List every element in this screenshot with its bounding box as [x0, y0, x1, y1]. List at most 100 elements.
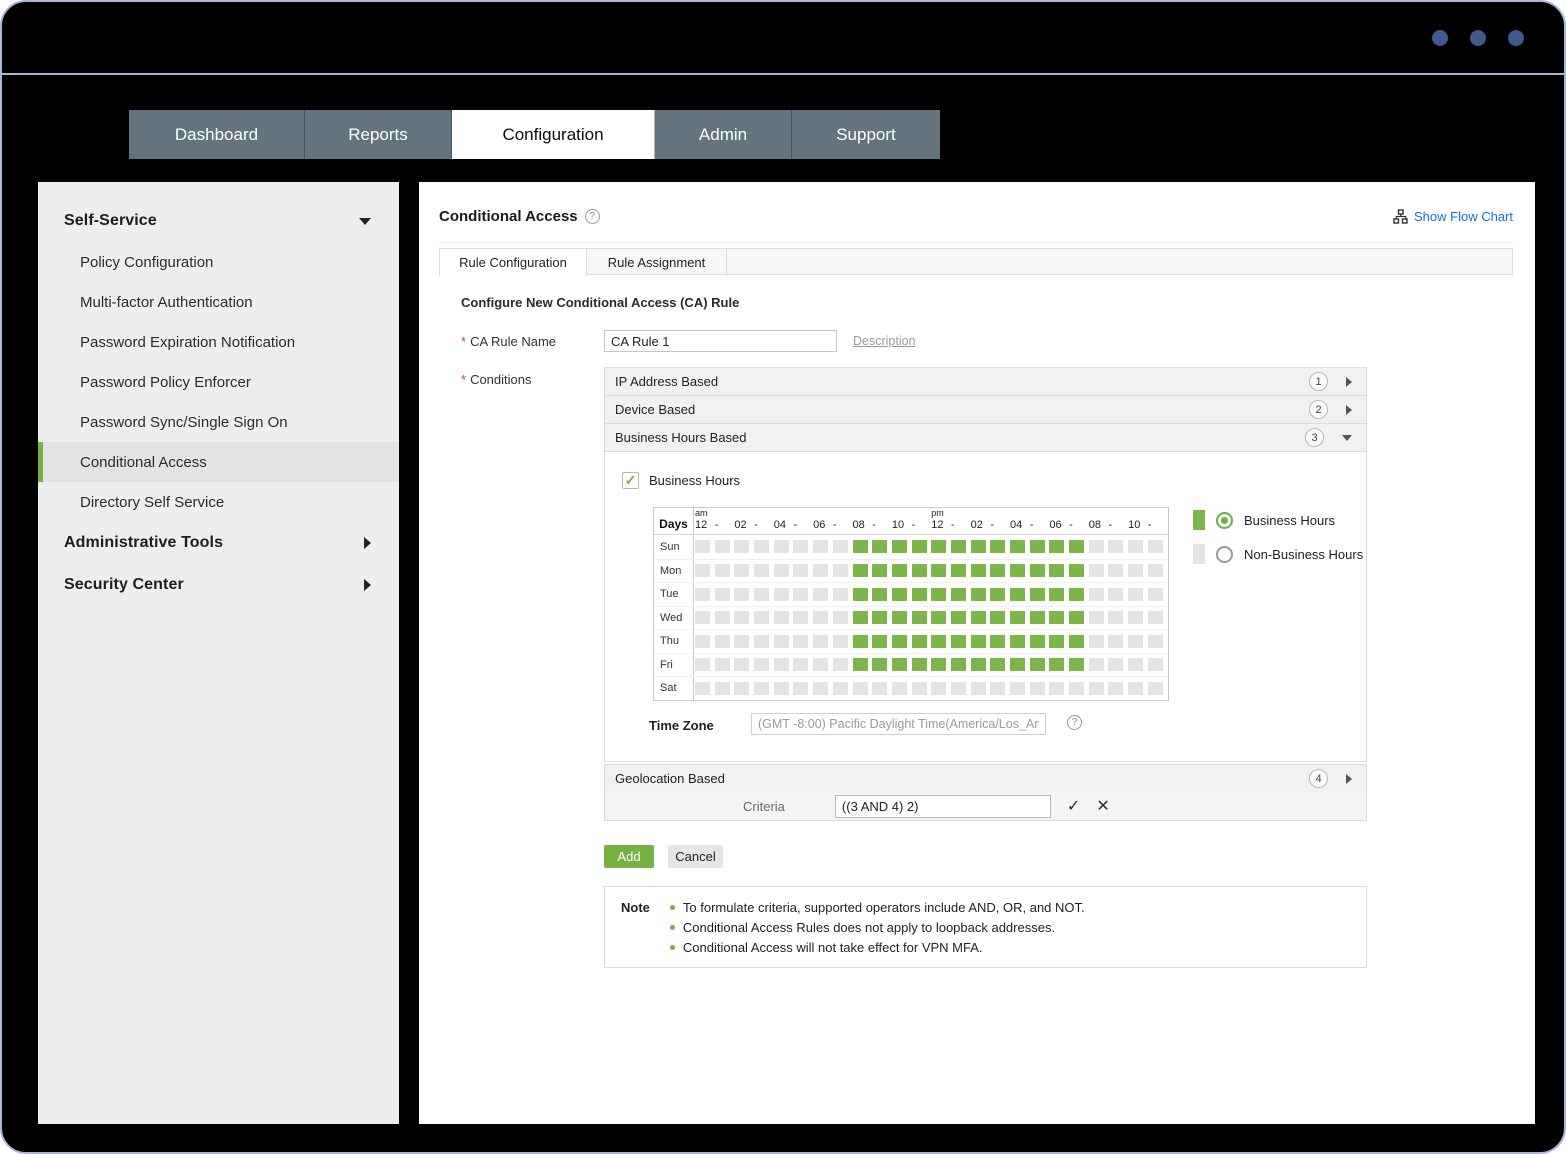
non-business-hour-cell[interactable]	[1029, 681, 1045, 695]
sidebar-item-policy-configuration[interactable]: Policy Configuration	[80, 253, 214, 271]
non-business-hour-cell[interactable]	[714, 587, 730, 601]
non-business-hour-cell[interactable]	[950, 681, 966, 695]
business-hour-cell[interactable]	[852, 587, 868, 601]
business-hour-cell[interactable]	[931, 540, 947, 554]
non-business-hour-cell[interactable]	[1128, 587, 1144, 601]
non-business-hour-cell[interactable]	[1088, 634, 1104, 648]
business-hours-radio[interactable]	[1216, 511, 1233, 529]
non-business-hour-cell[interactable]	[832, 611, 848, 625]
non-business-hour-cell[interactable]	[1128, 658, 1144, 672]
sidebar-section-security-center[interactable]: Security Center	[38, 564, 399, 606]
non-business-hour-cell[interactable]	[793, 540, 809, 554]
business-hour-cell[interactable]	[891, 587, 907, 601]
non-business-hour-cell[interactable]	[695, 587, 710, 601]
sidebar-item-password-policy-enforcer[interactable]: Password Policy Enforcer	[80, 373, 251, 391]
non-business-hour-cell[interactable]	[773, 540, 789, 554]
non-business-hour-cell[interactable]	[970, 681, 986, 695]
non-business-hour-cell[interactable]	[1108, 587, 1124, 601]
business-hour-cell[interactable]	[970, 611, 986, 625]
non-business-hour-cell[interactable]	[813, 681, 829, 695]
non-business-hour-cell[interactable]	[1108, 658, 1124, 672]
non-business-hour-cell[interactable]	[734, 611, 750, 625]
non-business-hour-cell[interactable]	[1108, 681, 1124, 695]
business-hour-cell[interactable]	[950, 634, 966, 648]
business-hour-cell[interactable]	[872, 564, 888, 578]
business-hour-cell[interactable]	[1010, 658, 1025, 672]
non-business-hour-cell[interactable]	[714, 681, 730, 695]
non-business-hour-cell[interactable]	[1088, 658, 1104, 672]
business-hour-cell[interactable]	[1069, 634, 1085, 648]
business-hour-cell[interactable]	[911, 540, 927, 554]
non-business-hour-cell[interactable]	[1088, 611, 1104, 625]
sidebar-item-directory-self-service[interactable]: Directory Self Service	[80, 493, 225, 511]
non-business-hour-cell[interactable]	[813, 587, 829, 601]
accordion-business-hours-based[interactable]: Business Hours Based 3	[604, 423, 1367, 451]
ca-rule-name-input[interactable]	[604, 330, 837, 352]
non-business-hour-cell[interactable]	[1147, 634, 1163, 648]
time-zone-input[interactable]	[751, 713, 1046, 735]
business-hour-cell[interactable]	[931, 564, 947, 578]
non-business-hour-cell[interactable]	[911, 681, 927, 695]
business-hour-cell[interactable]	[950, 564, 966, 578]
business-hour-cell[interactable]	[1049, 564, 1065, 578]
business-hour-cell[interactable]	[1010, 587, 1025, 601]
non-business-hour-cell[interactable]	[793, 564, 809, 578]
business-hour-cell[interactable]	[891, 564, 907, 578]
non-business-hour-cell[interactable]	[695, 658, 710, 672]
non-business-hour-cell[interactable]	[813, 564, 829, 578]
business-hour-cell[interactable]	[931, 611, 947, 625]
non-business-hour-cell[interactable]	[773, 587, 789, 601]
non-business-hour-cell[interactable]	[734, 658, 750, 672]
accordion-geolocation-based[interactable]: Geolocation Based 4	[604, 764, 1367, 792]
non-business-hour-cell[interactable]	[793, 587, 809, 601]
non-business-hour-cell[interactable]	[1088, 564, 1104, 578]
criteria-confirm-icon[interactable]: ✓	[1066, 798, 1081, 815]
business-hour-cell[interactable]	[1049, 611, 1065, 625]
non-business-hour-cell[interactable]	[714, 634, 730, 648]
business-hour-cell[interactable]	[891, 540, 907, 554]
nav-tab-dashboard[interactable]: Dashboard	[129, 110, 305, 159]
business-hour-cell[interactable]	[1029, 587, 1045, 601]
criteria-input[interactable]	[834, 794, 1051, 818]
business-hour-cell[interactable]	[990, 587, 1006, 601]
business-hour-cell[interactable]	[872, 634, 888, 648]
legend-non-business-hours[interactable]: Non-Business Hours	[1193, 544, 1363, 564]
business-hour-cell[interactable]	[1029, 634, 1045, 648]
business-hour-cell[interactable]	[990, 540, 1006, 554]
business-hour-cell[interactable]	[1010, 564, 1025, 578]
business-hour-cell[interactable]	[970, 540, 986, 554]
business-hour-cell[interactable]	[1010, 611, 1025, 625]
nav-tab-support[interactable]: Support	[792, 110, 940, 159]
non-business-hour-cell[interactable]	[773, 564, 789, 578]
non-business-hour-cell[interactable]	[754, 540, 770, 554]
non-business-hour-cell[interactable]	[813, 634, 829, 648]
business-hour-cell[interactable]	[931, 634, 947, 648]
non-business-hour-cell[interactable]	[1108, 611, 1124, 625]
non-business-hour-cell[interactable]	[1147, 564, 1163, 578]
business-hour-cell[interactable]	[1049, 587, 1065, 601]
business-hour-cell[interactable]	[852, 564, 868, 578]
description-link[interactable]: Description	[853, 334, 916, 348]
business-hour-cell[interactable]	[911, 564, 927, 578]
business-hour-cell[interactable]	[1069, 564, 1085, 578]
sidebar-item-password-expiration-notification[interactable]: Password Expiration Notification	[80, 333, 296, 351]
non-business-hour-cell[interactable]	[832, 564, 848, 578]
non-business-hour-cell[interactable]	[990, 681, 1006, 695]
non-business-hour-cell[interactable]	[714, 658, 730, 672]
non-business-hour-cell[interactable]	[714, 611, 730, 625]
non-business-hour-cell[interactable]	[754, 587, 770, 601]
business-hour-cell[interactable]	[1029, 540, 1045, 554]
non-business-hour-cell[interactable]	[1088, 681, 1104, 695]
time-zone-help-icon[interactable]: ?	[1067, 715, 1082, 730]
business-hour-cell[interactable]	[852, 634, 868, 648]
business-hour-cell[interactable]	[950, 587, 966, 601]
business-hour-cell[interactable]	[911, 634, 927, 648]
non-business-hour-cell[interactable]	[1147, 658, 1163, 672]
business-hour-cell[interactable]	[872, 611, 888, 625]
non-business-hour-cell[interactable]	[734, 587, 750, 601]
non-business-hour-cell[interactable]	[1088, 587, 1104, 601]
non-business-hour-cell[interactable]	[695, 634, 710, 648]
non-business-hour-cell[interactable]	[1128, 540, 1144, 554]
non-business-hour-cell[interactable]	[695, 611, 710, 625]
business-hour-cell[interactable]	[872, 658, 888, 672]
